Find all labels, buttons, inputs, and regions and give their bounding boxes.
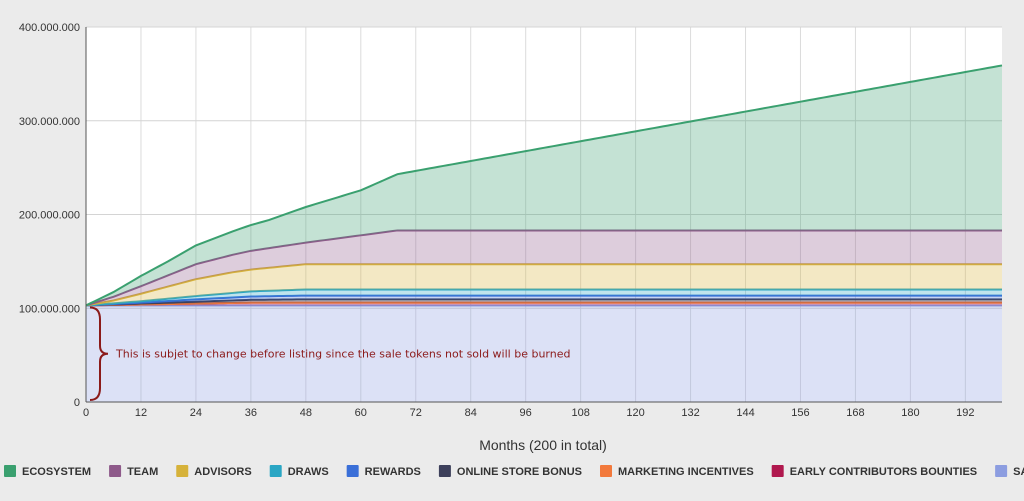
legend-swatch [176,465,189,477]
legend-item: EARLY CONTRIBUTORS BOUNTIES [771,465,977,478]
legend-swatch [4,465,16,477]
x-tick-label: 12 [135,407,147,419]
x-tick-label: 96 [520,407,532,419]
line-draws [85,288,1002,307]
legend-item: SALE [995,465,1024,478]
annotation-text: This is subjet to change before listing … [115,348,570,361]
area-draws [86,289,1002,306]
legend-label: MARKETING INCENTIVES [618,466,754,478]
y-tick-label: 400.000.000 [19,22,80,34]
line-ecosystem [85,64,1003,307]
curly-brace-icon [89,306,109,401]
legend-label: SALE [1013,466,1024,478]
legend-item: REWARDS [346,465,421,478]
x-tick-label: 144 [736,407,754,419]
legend-label: EARLY CONTRIBUTORS BOUNTIES [790,466,977,478]
areas [85,64,1003,402]
line-advisors [85,263,1002,307]
legend-label: TEAM [127,466,158,478]
x-tick-label: 132 [681,407,699,419]
area-team [86,230,1002,306]
legend-item: ONLINE STORE BONUS [438,465,582,478]
x-tick-label: 108 [571,407,589,419]
legend-item: DRAWS [269,465,329,478]
legend-label: ONLINE STORE BONUS [457,466,582,478]
legend-swatch [600,465,612,477]
line-team [85,229,1002,307]
y-tick-label: 200.000.000 [19,210,80,222]
grid [85,26,1002,403]
x-axis-title: Months (200 in total) [479,437,607,453]
x-tick-label: 192 [956,407,974,419]
legend-label: ADVISORS [194,466,251,478]
line-marketing-incentives [85,301,1002,307]
y-tick-label: 100.000.000 [19,303,80,315]
axes: 0 12 24 36 48 60 72 84 96 108 120 132 144 156 168 180 19… [19,22,1002,419]
area-advisors [86,264,1002,306]
x-tick-label: 48 [300,407,312,419]
area-online-store-bonus [86,299,1002,306]
y-tick-label: 0 [74,397,80,409]
x-tick-label: 60 [355,407,367,419]
annotation-group: This is subjet to change before listing … [89,306,570,401]
x-tick-label: 24 [190,407,202,419]
legend-item: ECOSYSTEM [4,465,91,478]
legend-item: MARKETING INCENTIVES [600,465,754,478]
x-tick-label: 156 [791,407,809,419]
x-tick-label: 120 [626,407,644,419]
legend-swatch [995,465,1008,477]
legend-label: REWARDS [365,466,421,478]
x-tick-label: 72 [410,407,422,419]
x-tick-label: 168 [846,407,864,419]
legend-swatch [269,465,282,477]
legend-swatch [771,465,784,477]
x-tick-label: 0 [83,407,89,419]
area-sale [86,305,1002,402]
x-tick-label: 180 [901,407,919,419]
legend-swatch [346,465,359,477]
x-tick-label: 36 [245,407,257,419]
y-tick-label: 300.000.000 [19,116,80,128]
line-rewards [85,294,1002,307]
legend-label: DRAWS [288,466,329,478]
line-online-store-bonus [85,298,1002,307]
x-tick-label: 84 [465,407,477,419]
area-rewards [86,295,1002,306]
legend-item: ADVISORS [176,465,252,478]
legend: ECOSYSTEM TEAM ADVISORS DRAWS REWARDS ONLINE … [4,465,1024,478]
legend-swatch [109,465,122,477]
legend-label: ECOSYSTEM [22,466,91,478]
legend-item: TEAM [109,465,158,478]
legend-swatch [438,465,451,477]
area-ecosystem [86,65,1002,306]
